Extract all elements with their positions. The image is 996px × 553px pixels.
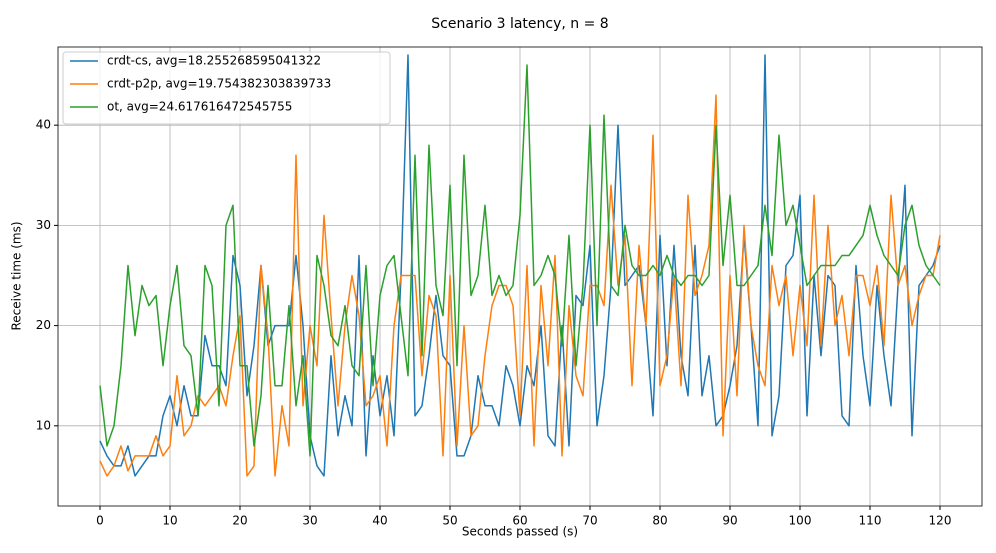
y-tick-label: 20 (36, 318, 51, 332)
legend-label: crdt-p2p, avg=19.754382303839733 (107, 77, 331, 91)
x-tick-label: 90 (722, 514, 737, 528)
line-series (99, 94, 941, 477)
line-series (99, 64, 941, 457)
x-tick-label: 50 (442, 514, 457, 528)
legend-box (62, 51, 391, 125)
x-tick-label: 40 (372, 514, 387, 528)
x-tick-label: 30 (302, 514, 317, 528)
x-tick-label: 110 (859, 514, 882, 528)
x-tick-label: 120 (929, 514, 952, 528)
y-tick-label: 30 (36, 218, 51, 232)
y-axis-label: Receive time (ms) (10, 221, 24, 330)
x-tick-label: 100 (789, 514, 812, 528)
x-tick-label: 20 (232, 514, 247, 528)
y-tick-label: 10 (36, 418, 51, 432)
plot-frame (57, 46, 983, 507)
x-tick-label: 80 (652, 514, 667, 528)
legend-label: crdt-cs, avg=18.255268595041322 (107, 54, 321, 68)
x-tick-label: 70 (582, 514, 597, 528)
x-tick-label: 0 (96, 514, 104, 528)
x-axis-label: Seconds passed (s) (462, 525, 578, 539)
legend-label: ot, avg=24.617616472545755 (107, 100, 292, 114)
x-tick-label: 60 (512, 514, 527, 528)
chart-title: Scenario 3 latency, n = 8 (431, 16, 608, 32)
line-series (99, 54, 941, 477)
x-tick-label: 10 (162, 514, 177, 528)
y-tick-label: 40 (36, 118, 51, 132)
